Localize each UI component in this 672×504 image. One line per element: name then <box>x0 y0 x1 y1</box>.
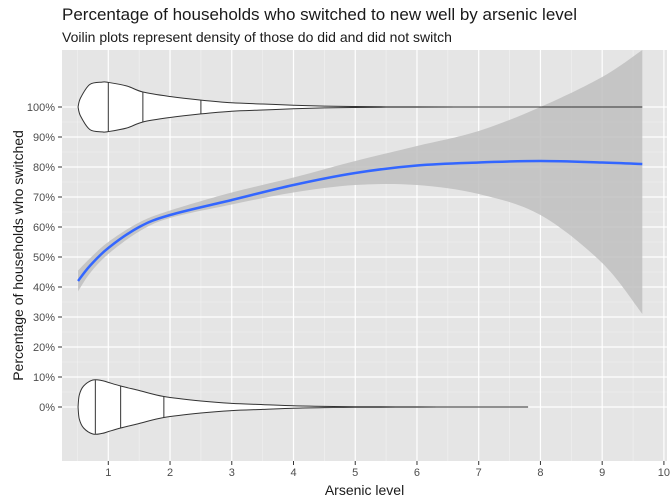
chart-subtitle: Voilin plots represent density of those … <box>62 29 452 45</box>
x-axis-title: Arsenic level <box>325 482 404 498</box>
x-tick-label: 1 <box>105 467 111 479</box>
violin-switched <box>77 81 643 133</box>
x-tick-label: 7 <box>476 467 482 479</box>
smooth-line <box>77 159 643 282</box>
y-tick-label: 90% <box>33 132 55 144</box>
x-tick-label: 6 <box>414 467 420 479</box>
y-tick-label: 0% <box>39 402 55 414</box>
x-tick-label: 8 <box>537 467 543 479</box>
y-axis-title: Percentage of households who switched <box>10 130 26 381</box>
y-tick-label: 100% <box>27 102 55 114</box>
y-tick-label: 70% <box>33 192 55 204</box>
x-tick-label: 2 <box>167 467 173 479</box>
y-tick-label: 30% <box>33 312 55 324</box>
y-tick-label: 80% <box>33 162 55 174</box>
violin-plots <box>77 81 643 435</box>
y-tick-label: 20% <box>33 342 55 354</box>
confidence-ribbon <box>78 50 643 314</box>
x-tick-label: 4 <box>290 467 296 479</box>
chart-title: Percentage of households who switched to… <box>62 5 578 24</box>
violin-not-switched <box>77 379 529 435</box>
y-axis: 0% 10% 20% 30% 40% 50% 60% 70% 80% 90% 100% <box>27 102 62 414</box>
y-tick-label: 40% <box>33 282 55 294</box>
y-tick-label: 60% <box>33 222 55 234</box>
x-axis: 1 2 3 4 5 6 7 8 9 10 <box>105 461 670 479</box>
y-tick-label: 50% <box>33 252 55 264</box>
x-tick-label: 10 <box>658 467 670 479</box>
y-tick-label: 10% <box>33 372 55 384</box>
x-tick-label: 9 <box>599 467 605 479</box>
x-tick-label: 5 <box>352 467 358 479</box>
x-tick-label: 3 <box>229 467 235 479</box>
